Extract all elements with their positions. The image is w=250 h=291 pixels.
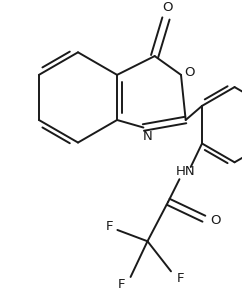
Text: O: O xyxy=(184,65,195,79)
Text: HN: HN xyxy=(175,165,195,178)
Text: F: F xyxy=(106,220,114,233)
Text: O: O xyxy=(210,214,220,227)
Text: N: N xyxy=(143,130,153,143)
Text: F: F xyxy=(118,278,125,291)
Text: F: F xyxy=(177,272,184,285)
Text: O: O xyxy=(162,1,173,14)
